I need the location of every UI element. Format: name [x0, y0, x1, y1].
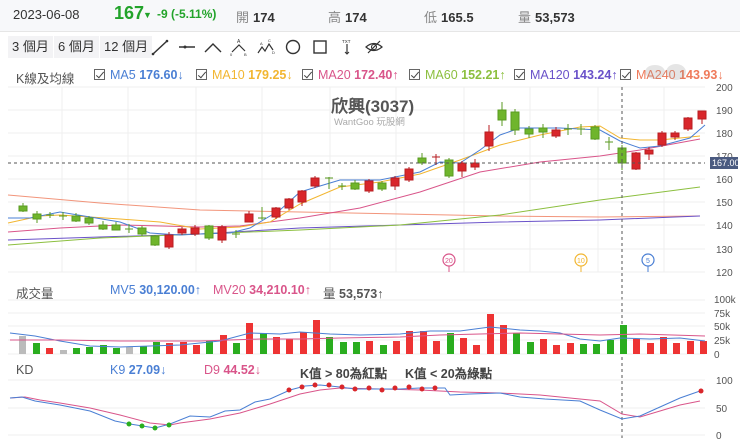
kd-panel-title: KD — [16, 363, 34, 377]
text-tool-icon[interactable]: TXT — [337, 38, 357, 56]
checkbox-icon[interactable] — [196, 69, 207, 80]
last-price: 167 — [114, 3, 145, 23]
ma10-toggle[interactable]: MA10 179.25↓ — [196, 68, 293, 82]
svg-text:0: 0 — [714, 350, 720, 361]
ma5-line — [8, 124, 706, 236]
price-gridlines — [8, 86, 705, 273]
circle-tool-icon[interactable] — [283, 38, 303, 56]
checkbox-icon[interactable] — [620, 69, 631, 80]
kd-green-dots — [126, 421, 172, 431]
horizontal-line-tool-icon[interactable] — [177, 38, 197, 56]
open-stat: 開 174 — [236, 10, 275, 25]
ma20-line — [7, 138, 701, 233]
ma240-toggle[interactable]: MA240 143.93↓ — [620, 68, 724, 82]
mv20-line — [10, 332, 706, 342]
ma120-toggle[interactable]: MA120 143.24↑ — [514, 68, 618, 82]
svg-text:B: B — [244, 52, 247, 56]
svg-text:160: 160 — [716, 175, 733, 186]
svg-text:150: 150 — [716, 198, 733, 209]
svg-text:A: A — [260, 41, 263, 46]
ma-legend: K線及均線 MA5 176.60↓ MA10 179.25↓ MA20 172.… — [0, 64, 740, 86]
candlesticks — [18, 102, 707, 249]
svg-text:100: 100 — [716, 376, 733, 387]
range-6m-button[interactable]: 6 個月 — [54, 36, 99, 58]
ma20-toggle[interactable]: MA20 172.40↑ — [302, 68, 399, 82]
svg-text:167.00: 167.00 — [712, 158, 740, 168]
volume-panel-title: 成交量 — [16, 287, 54, 301]
price-change: -9 (-5.11%) — [157, 7, 217, 21]
ma20-marker: 20 — [442, 253, 456, 272]
svg-text:50k: 50k — [714, 322, 731, 333]
checkbox-icon[interactable] — [409, 69, 420, 80]
kd-red-dots — [286, 382, 704, 394]
svg-text:20: 20 — [445, 258, 453, 265]
line-tool-icon[interactable] — [150, 38, 170, 56]
checkbox-icon[interactable] — [514, 69, 525, 80]
current-price-tag — [710, 157, 738, 169]
watermark-text: WantGoo 玩股網 — [334, 116, 405, 128]
svg-text:A: A — [237, 39, 241, 45]
checkbox-icon[interactable] — [302, 69, 313, 80]
svg-text:190: 190 — [716, 106, 733, 117]
svg-text:140: 140 — [716, 221, 733, 232]
kd-red-note: K值 > 80為紅點 — [300, 367, 388, 381]
volume-gridlines — [8, 299, 705, 355]
high-stat: 高 174 — [328, 10, 367, 25]
svg-text:100k: 100k — [714, 295, 737, 306]
svg-text:120: 120 — [716, 268, 733, 279]
down-arrow-icon: ▼ — [143, 10, 152, 20]
svg-text:75k: 75k — [714, 309, 731, 320]
volume-legend: 量 53,573↑ — [323, 287, 384, 301]
svg-text:130: 130 — [716, 245, 733, 256]
quote-date: 2023-06-08 — [13, 7, 80, 22]
rectangle-tool-icon[interactable] — [310, 38, 330, 56]
price-axis: 200 190 180 170 160 150 140 130 120 — [716, 83, 733, 279]
svg-text:5: 5 — [646, 258, 650, 265]
price-panel-title: K線及均線 — [16, 72, 75, 86]
ma120-line — [7, 215, 701, 241]
k9-legend: K9 27.09↓ — [110, 363, 167, 377]
svg-text:D: D — [272, 50, 275, 55]
ma60-toggle[interactable]: MA60 152.21↑ — [409, 68, 506, 82]
ma240-line — [7, 194, 701, 218]
kd-axis: 100 50 0 — [716, 376, 733, 439]
ma10-marker: 10 — [574, 253, 588, 272]
mv5-line — [9, 326, 706, 348]
abcd-pattern-tool-icon[interactable]: AC D — [256, 38, 276, 56]
svg-text:180: 180 — [716, 129, 733, 140]
volume-axis: 100k 75k 50k 25k 0 — [714, 295, 737, 361]
mv20-legend: MV20 34,210.10↑ — [213, 283, 311, 297]
svg-text:C: C — [268, 38, 271, 43]
volume-bars — [19, 314, 707, 354]
mv5-legend: MV5 30,120.00↑ — [110, 283, 202, 297]
d9-legend: D9 44.52↓ — [204, 363, 261, 377]
svg-text:TXT: TXT — [342, 39, 351, 44]
svg-text:0: 0 — [716, 431, 722, 439]
ma5-marker: 5 — [641, 253, 655, 272]
k-line — [9, 384, 701, 429]
d-line — [9, 387, 701, 426]
svg-text:170: 170 — [716, 152, 733, 163]
checkbox-icon[interactable] — [94, 69, 105, 80]
svg-text:0: 0 — [230, 52, 233, 56]
low-stat: 低 165.5 — [424, 10, 474, 25]
quote-header: 2023-06-08 167 ▼ -9 (-5.11%) 開 174 高 174 低… — [0, 0, 740, 32]
ma10-line — [7, 125, 701, 230]
range-3m-button[interactable]: 3 個月 — [8, 36, 53, 58]
kd-green-note: K值 < 20為綠點 — [405, 367, 493, 381]
svg-text:50: 50 — [716, 404, 728, 415]
hide-drawings-icon[interactable] — [364, 38, 384, 56]
volume-stat: 量 53,573 — [518, 10, 575, 25]
kd-gridlines — [8, 379, 705, 436]
ma60-line — [7, 186, 701, 246]
abc-pattern-tool-icon[interactable]: A 0 B — [229, 38, 249, 56]
stock-title: 欣興(3037) — [331, 96, 414, 116]
ma5-toggle[interactable]: MA5 176.60↓ — [94, 68, 184, 82]
svg-text:25k: 25k — [714, 336, 731, 347]
svg-text:10: 10 — [577, 258, 585, 265]
range-12m-button[interactable]: 12 個月 — [100, 36, 153, 58]
angle-tool-icon[interactable] — [203, 38, 223, 56]
